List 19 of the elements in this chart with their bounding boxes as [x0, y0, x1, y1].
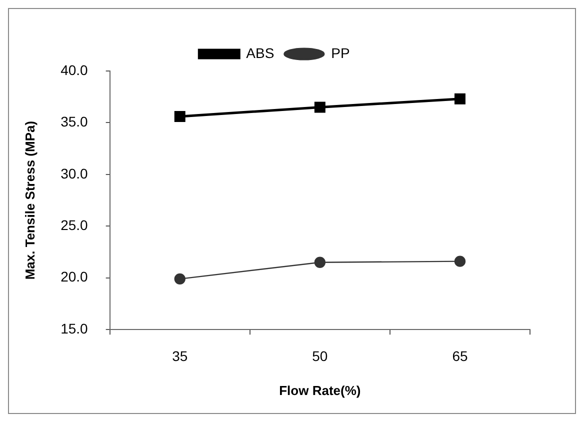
point [174, 111, 186, 122]
x-tick-label: 50 [312, 348, 328, 364]
point [314, 256, 326, 268]
y-tick-label: 25.0 [60, 217, 88, 234]
x-tick-label: 35 [172, 348, 188, 364]
y-tick-label: 40.0 [60, 62, 88, 78]
legend-label: ABS [246, 44, 274, 61]
y-tick-label: 35.0 [60, 114, 88, 130]
y-tick-label: 15.0 [60, 320, 88, 336]
point [174, 273, 186, 285]
x-tick-label: 65 [452, 348, 468, 364]
y-tick-label: 20.0 [60, 268, 88, 285]
point [314, 102, 326, 113]
y-axis-title: Max. Tensile Stress (MPa) [22, 120, 38, 280]
point [454, 256, 466, 267]
point [454, 93, 466, 104]
y-tick-label: 30.0 [60, 165, 88, 182]
legend-label: PP [331, 44, 350, 61]
x-axis-title: Flow Rate(%) [279, 382, 361, 398]
